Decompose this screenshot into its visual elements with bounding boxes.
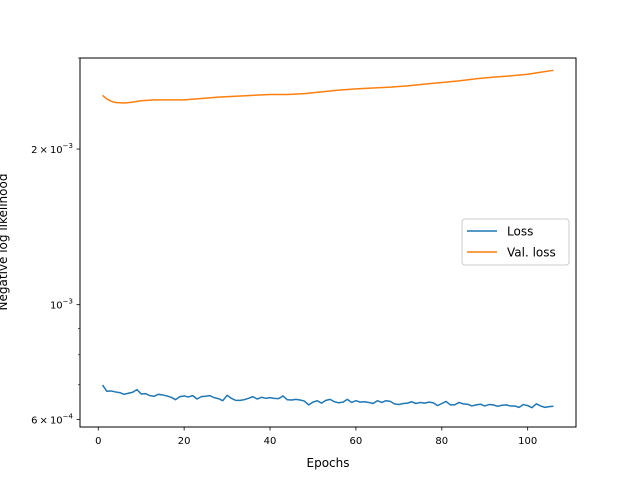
y-tick-exponent: −4 [63,412,74,420]
y-axis: 6 × 10−410−32 × 10−3 [31,57,80,426]
y-tick-mantissa: 6 [31,415,37,426]
y-tick-label: 10−3 [50,298,73,312]
x-tick-label: 60 [350,436,363,447]
legend-label-loss: Loss [507,225,533,239]
x-tick-label: 80 [435,436,448,447]
x-tick-label: 0 [95,436,101,447]
x-axis: 0 20 40 60 80 100 [95,427,537,447]
y-tick-base: 10 [50,145,63,156]
x-tick-label: 100 [518,436,537,447]
series-layer [101,69,554,409]
y-tick-times: × [40,415,48,426]
legend-label-val-loss: Val. loss [507,246,556,260]
series-line-val-loss [102,69,554,104]
x-axis-label: Epochs [307,456,350,470]
x-tick-label: 40 [264,436,277,447]
y-tick-times: × [40,145,48,156]
y-axis-label: Negative log likelihood [0,174,10,311]
y-tick-label: 6 × 10−4 [31,412,73,426]
y-tick-exponent: −3 [63,142,73,150]
legend: Loss Val. loss [461,218,570,266]
y-tick-base: 10 [50,301,63,312]
y-tick-mantissa: 2 [31,145,37,156]
y-tick-exponent: −3 [63,298,73,306]
plot-frame [79,57,577,428]
x-tick-label: 20 [178,436,191,447]
series-line-loss [101,384,554,409]
y-tick-label: 2 × 10−3 [31,142,73,156]
y-tick-base: 10 [50,415,63,426]
